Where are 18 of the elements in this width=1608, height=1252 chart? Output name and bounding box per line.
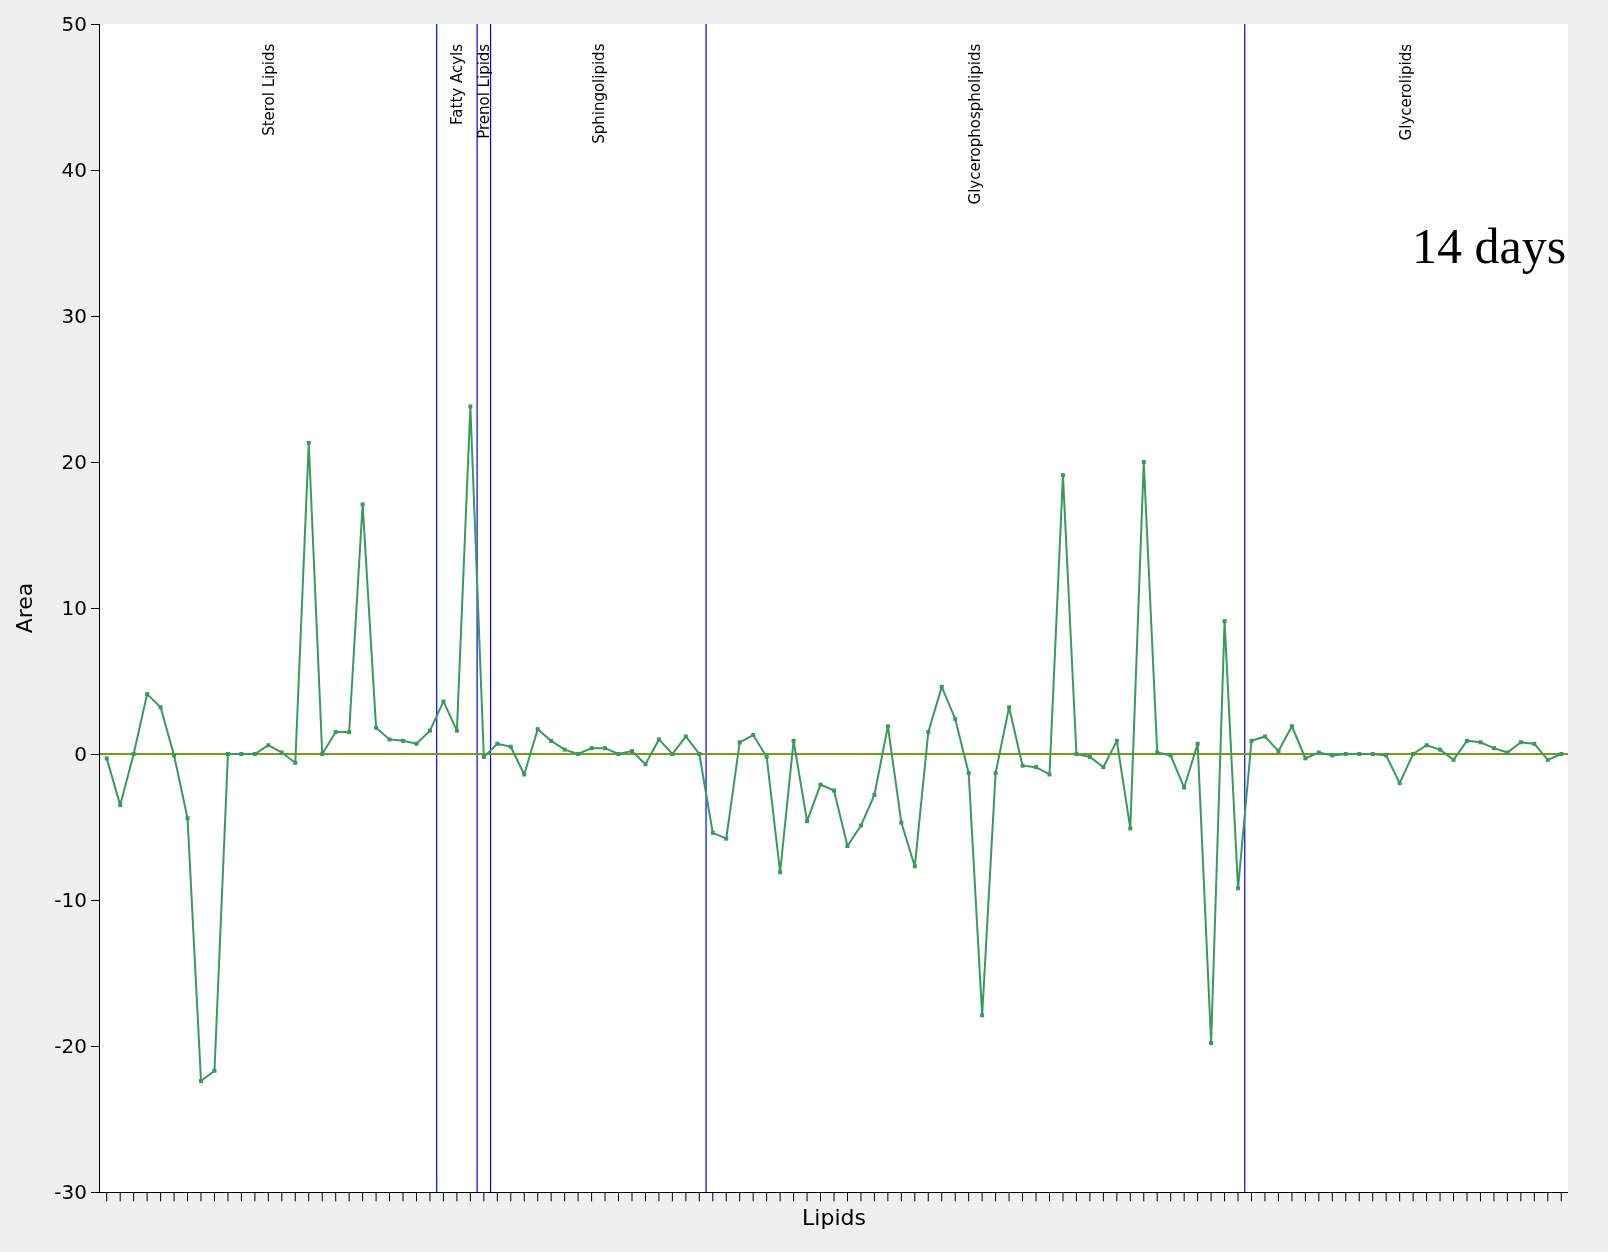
y-tick-label: 30 xyxy=(61,304,87,328)
y-tick-label: -30 xyxy=(54,1180,87,1204)
annotation: Prenol Lipids xyxy=(474,43,493,139)
x-axis-title: Lipids xyxy=(802,1205,866,1231)
annotation: Fatty Acyls xyxy=(447,43,466,125)
y-tick-label: 40 xyxy=(61,158,87,182)
y-axis-title: Area xyxy=(12,582,38,634)
annotation: 14 days xyxy=(1412,218,1567,274)
y-tick-label: 50 xyxy=(61,12,87,36)
y-tick-label: -10 xyxy=(54,888,87,912)
annotation: Sterol Lipids xyxy=(259,43,278,136)
y-tick-label: 10 xyxy=(61,596,87,620)
annotation: Glycerophospholipids xyxy=(966,43,985,205)
y-tick-label: -20 xyxy=(54,1034,87,1058)
y-tick-label: 20 xyxy=(61,450,87,474)
annotation: Glycerolipids xyxy=(1397,43,1416,141)
annotation: Sphingolipids xyxy=(589,43,608,144)
y-tick-label: 0 xyxy=(74,742,87,766)
